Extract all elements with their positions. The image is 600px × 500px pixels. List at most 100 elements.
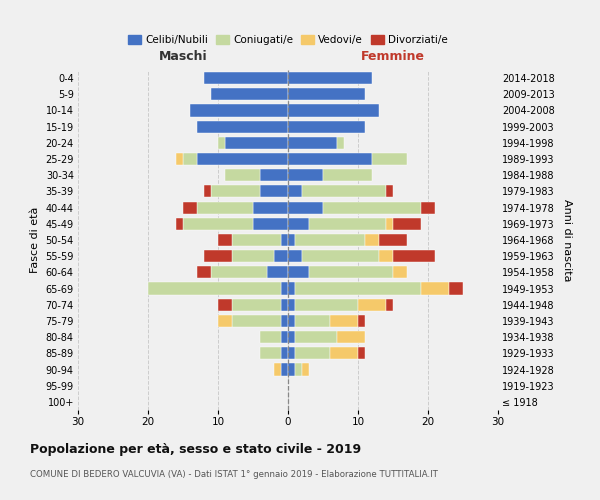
Bar xyxy=(232,250,274,262)
Bar xyxy=(295,331,337,343)
Bar xyxy=(337,137,344,149)
Bar xyxy=(232,298,281,311)
Bar xyxy=(225,137,288,149)
Bar xyxy=(288,88,365,101)
Bar xyxy=(288,120,365,132)
Bar xyxy=(253,202,288,213)
Bar xyxy=(302,186,386,198)
Bar xyxy=(309,218,386,230)
Bar xyxy=(281,298,288,311)
Bar xyxy=(204,72,288,84)
Bar xyxy=(393,250,435,262)
Bar xyxy=(379,234,407,246)
Bar xyxy=(309,266,393,278)
Bar xyxy=(232,315,281,327)
Bar xyxy=(281,348,288,360)
Bar xyxy=(358,315,365,327)
Text: Popolazione per età, sesso e stato civile - 2019: Popolazione per età, sesso e stato civil… xyxy=(30,442,361,456)
Bar xyxy=(183,218,253,230)
Bar xyxy=(260,331,281,343)
Legend: Celibi/Nubili, Coniugati/e, Vedovi/e, Divorziati/e: Celibi/Nubili, Coniugati/e, Vedovi/e, Di… xyxy=(124,31,452,50)
Bar xyxy=(295,234,365,246)
Bar xyxy=(148,282,281,294)
Bar xyxy=(211,88,288,101)
Bar xyxy=(288,315,295,327)
Bar xyxy=(288,331,295,343)
Bar xyxy=(295,315,330,327)
Bar xyxy=(225,169,260,181)
Bar xyxy=(197,120,288,132)
Y-axis label: Fasce di età: Fasce di età xyxy=(30,207,40,273)
Bar xyxy=(295,364,302,376)
Bar xyxy=(449,282,463,294)
Bar xyxy=(176,153,183,165)
Bar xyxy=(204,186,211,198)
Bar xyxy=(386,186,393,198)
Text: Maschi: Maschi xyxy=(158,50,208,63)
Bar xyxy=(183,153,197,165)
Bar xyxy=(253,218,288,230)
Bar xyxy=(260,186,288,198)
Bar xyxy=(288,234,295,246)
Bar xyxy=(358,348,365,360)
Bar xyxy=(288,72,372,84)
Bar xyxy=(288,250,302,262)
Bar xyxy=(204,250,232,262)
Bar xyxy=(358,298,386,311)
Bar xyxy=(295,282,421,294)
Bar xyxy=(295,298,358,311)
Bar xyxy=(197,202,253,213)
Bar xyxy=(260,348,281,360)
Bar xyxy=(288,298,295,311)
Bar xyxy=(386,218,393,230)
Bar xyxy=(421,202,435,213)
Bar xyxy=(281,364,288,376)
Bar xyxy=(288,186,302,198)
Bar xyxy=(330,348,358,360)
Bar xyxy=(288,169,323,181)
Bar xyxy=(288,218,309,230)
Bar xyxy=(379,250,393,262)
Bar xyxy=(288,202,323,213)
Bar xyxy=(288,282,295,294)
Bar xyxy=(421,282,449,294)
Bar xyxy=(218,315,232,327)
Bar xyxy=(281,234,288,246)
Bar xyxy=(288,104,379,117)
Bar xyxy=(295,348,330,360)
Bar xyxy=(211,266,267,278)
Bar xyxy=(323,202,421,213)
Bar xyxy=(281,282,288,294)
Bar xyxy=(288,348,295,360)
Bar xyxy=(302,250,379,262)
Bar xyxy=(288,137,337,149)
Bar xyxy=(211,186,260,198)
Text: COMUNE DI BEDERO VALCUVIA (VA) - Dati ISTAT 1° gennaio 2019 - Elaborazione TUTTI: COMUNE DI BEDERO VALCUVIA (VA) - Dati IS… xyxy=(30,470,438,479)
Bar xyxy=(267,266,288,278)
Bar xyxy=(281,331,288,343)
Bar xyxy=(197,153,288,165)
Bar xyxy=(330,315,358,327)
Bar xyxy=(288,266,309,278)
Bar xyxy=(393,266,407,278)
Bar xyxy=(386,298,393,311)
Bar xyxy=(260,169,288,181)
Bar xyxy=(218,234,232,246)
Bar xyxy=(288,364,295,376)
Bar xyxy=(183,202,197,213)
Bar xyxy=(274,250,288,262)
Bar xyxy=(190,104,288,117)
Bar xyxy=(323,169,372,181)
Bar xyxy=(288,153,372,165)
Bar xyxy=(302,364,309,376)
Bar xyxy=(372,153,407,165)
Bar xyxy=(218,137,225,149)
Bar xyxy=(197,266,211,278)
Bar xyxy=(365,234,379,246)
Bar xyxy=(218,298,232,311)
Y-axis label: Anni di nascita: Anni di nascita xyxy=(562,198,572,281)
Text: Femmine: Femmine xyxy=(361,50,425,63)
Bar xyxy=(232,234,281,246)
Bar xyxy=(337,331,365,343)
Bar xyxy=(281,315,288,327)
